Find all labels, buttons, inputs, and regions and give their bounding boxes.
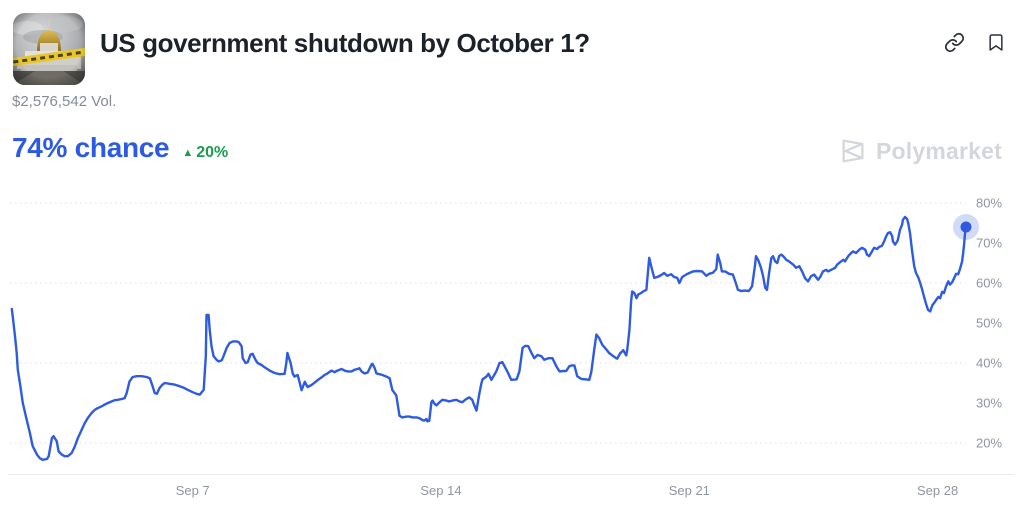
price-line — [10, 215, 968, 461]
last-price-dot — [960, 221, 972, 233]
polymarket-wordmark: Polymarket — [875, 137, 1002, 164]
gridlines — [8, 202, 1014, 475]
bookmark-icon — [989, 33, 1003, 51]
y-axis-label: 40% — [976, 356, 1002, 371]
polymarket-watermark: Polymarket — [838, 136, 1002, 166]
price-change-badge: ▲ 20% — [182, 144, 228, 162]
y-axis-label: 80% — [976, 196, 1002, 211]
y-axis-label: 60% — [976, 276, 1002, 291]
current-odds: 74% chance ▲ 20% — [12, 131, 228, 165]
bookmark-button[interactable] — [985, 31, 1007, 53]
y-axis-label: 30% — [976, 396, 1002, 411]
x-axis-label: Sep 14 — [420, 483, 461, 498]
y-axis-label: 50% — [976, 316, 1002, 331]
x-axis-label: Sep 7 — [176, 483, 210, 498]
x-axis-label: Sep 28 — [917, 483, 958, 498]
polymarket-logo-icon — [842, 139, 864, 163]
up-arrow-icon: ▲ — [182, 147, 194, 159]
market-thumbnail — [13, 13, 85, 85]
copy-link-button[interactable] — [943, 31, 965, 53]
axis-labels: 80% 70% 60% 50% 40% 30% 20% Sep 7 Sep 14 Sep 21 Se… — [176, 196, 1003, 499]
y-axis-label: 20% — [976, 436, 1002, 451]
price-line-group — [10, 214, 979, 461]
price-change-value: 20% — [196, 144, 229, 161]
volume-label: $2,576,542 Vol. — [12, 93, 117, 110]
x-axis-label: Sep 21 — [669, 483, 710, 498]
chance-value: 74% chance — [12, 132, 170, 163]
y-axis-label: 70% — [976, 236, 1002, 251]
chain-link-icon — [944, 32, 964, 52]
market-title: US government shutdown by October 1? — [100, 28, 590, 58]
header-actions — [943, 31, 1007, 53]
capitol-image — [13, 13, 85, 85]
